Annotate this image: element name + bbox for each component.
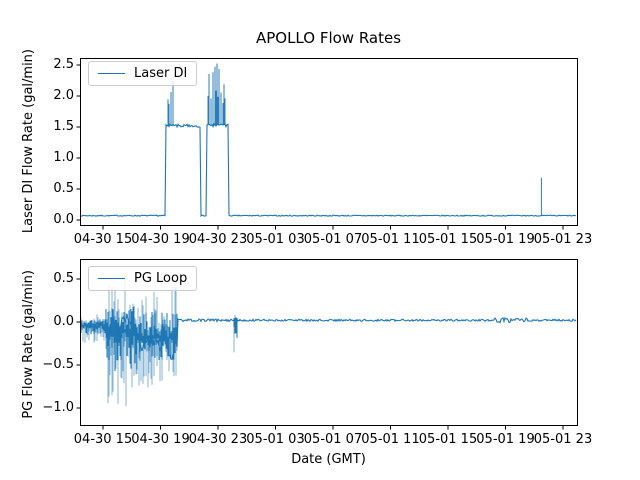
legend-pg-loop: PG Loop bbox=[88, 266, 198, 291]
x-tick-label: 05-01 07 bbox=[303, 432, 363, 447]
pg-loop-plot-canvas bbox=[76, 259, 578, 430]
legend-laser-di: Laser DI bbox=[88, 61, 198, 86]
legend-line-sample-icon bbox=[98, 73, 125, 74]
y-tick-label: 1.0 bbox=[53, 150, 74, 165]
x-tick-label: 05-01 11 bbox=[361, 432, 420, 447]
y-tick-label: 1.5 bbox=[53, 119, 74, 134]
y-tick-label: 0.0 bbox=[53, 212, 74, 227]
chart-title: APOLLO Flow Rates bbox=[255, 29, 402, 47]
legend-line-sample-icon bbox=[98, 278, 125, 279]
data-series bbox=[81, 63, 577, 218]
y-tick-label: 0.5 bbox=[53, 271, 74, 286]
x-tick-label: 04-30 19 bbox=[131, 432, 190, 447]
x-tick-label: 05-01 23 bbox=[533, 432, 593, 447]
x-tick-label: 05-01 23 bbox=[533, 232, 593, 247]
y-tick-label: 2.5 bbox=[53, 57, 74, 72]
x-tick-label: 04-30 23 bbox=[188, 432, 248, 447]
x-tick-label: 04-30 15 bbox=[73, 232, 133, 247]
series-line bbox=[80, 313, 577, 360]
y-tick-label: −1.0 bbox=[42, 400, 74, 415]
data-series bbox=[80, 276, 577, 407]
y-tick-label: 0.0 bbox=[53, 314, 74, 329]
y-tick-label: 2.0 bbox=[53, 88, 74, 103]
legend-label-pg-loop: PG Loop bbox=[134, 271, 188, 286]
laser-di-plot-canvas bbox=[76, 58, 578, 230]
xlabel: Date (GMT) bbox=[291, 452, 366, 467]
x-tick-label: 05-01 15 bbox=[418, 232, 478, 247]
x-tick-label: 05-01 07 bbox=[303, 232, 363, 247]
spikes bbox=[167, 63, 542, 216]
axes-spines bbox=[80, 58, 578, 226]
x-tick-label: 04-30 15 bbox=[73, 432, 133, 447]
legend-label-laser-di: Laser DI bbox=[134, 66, 188, 81]
x-tick-label: 05-01 03 bbox=[246, 232, 305, 247]
x-tick-label: 05-01 15 bbox=[418, 432, 478, 447]
x-tick-label: 05-01 11 bbox=[361, 232, 420, 247]
x-tick-label: 05-01 19 bbox=[476, 232, 535, 247]
x-tick-label: 04-30 19 bbox=[131, 232, 190, 247]
x-tick-label: 04-30 23 bbox=[188, 232, 248, 247]
x-tick-label: 05-01 03 bbox=[246, 432, 305, 447]
series-line bbox=[81, 122, 577, 218]
y-tick-label: −0.5 bbox=[42, 357, 74, 372]
y-tick-label: 0.5 bbox=[53, 181, 74, 196]
axes-spines bbox=[80, 259, 578, 426]
x-tick-label: 05-01 19 bbox=[476, 432, 535, 447]
